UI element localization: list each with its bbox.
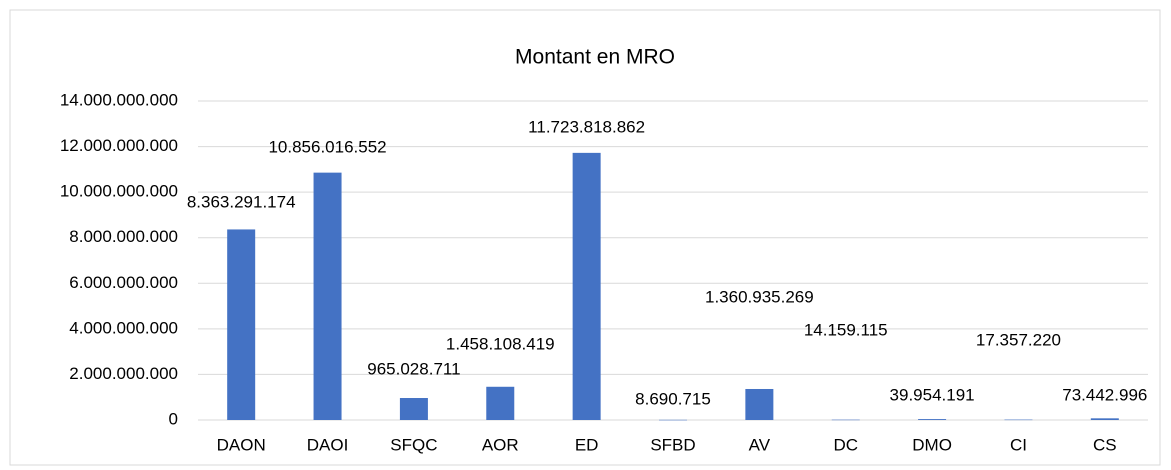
data-label: 8.690.715 bbox=[635, 389, 711, 408]
bar bbox=[745, 388, 774, 420]
y-tick-label: 10.000.000.000 bbox=[60, 182, 178, 201]
x-tick-label: ED bbox=[575, 435, 599, 454]
y-tick-label: 8.000.000.000 bbox=[69, 227, 178, 246]
bar bbox=[486, 386, 515, 420]
bar bbox=[1090, 418, 1119, 420]
bar bbox=[1004, 419, 1033, 421]
x-tick-label: DC bbox=[833, 435, 858, 454]
y-tick-label: 14.000.000.000 bbox=[60, 90, 178, 109]
bar bbox=[399, 398, 428, 420]
data-label: 10.856.016.552 bbox=[268, 137, 386, 156]
x-tick-label: AOR bbox=[482, 435, 519, 454]
data-label: 8.363.291.174 bbox=[187, 192, 296, 211]
chart-title: Montant en MRO bbox=[515, 46, 675, 69]
x-tick-label: DMO bbox=[912, 435, 952, 454]
data-label: 1.360.935.269 bbox=[705, 287, 814, 306]
x-tick-label: AV bbox=[749, 435, 771, 454]
data-label: 14.159.115 bbox=[804, 320, 888, 339]
data-label: 11.723.818.862 bbox=[528, 117, 645, 136]
bar bbox=[313, 172, 342, 420]
data-label: 39.954.191 bbox=[890, 385, 975, 404]
x-tick-label: SFQC bbox=[390, 435, 437, 454]
y-tick-label: 6.000.000.000 bbox=[69, 273, 178, 292]
x-tick-label: CS bbox=[1093, 435, 1117, 454]
x-tick-label: SFBD bbox=[650, 435, 695, 454]
bar bbox=[831, 419, 860, 421]
y-tick-label: 2.000.000.000 bbox=[69, 364, 178, 383]
data-label: 965.028.711 bbox=[367, 359, 460, 378]
y-tick-label: 4.000.000.000 bbox=[69, 318, 178, 337]
data-label: 17.357.220 bbox=[976, 330, 1061, 349]
y-tick-label: 0 bbox=[169, 409, 178, 428]
data-label: 1.458.108.419 bbox=[446, 334, 555, 353]
x-tick-label: DAOI bbox=[307, 435, 349, 454]
bar bbox=[918, 419, 947, 420]
bar bbox=[659, 419, 687, 421]
bar bbox=[572, 152, 601, 420]
bar bbox=[227, 229, 256, 420]
x-tick-label: DAON bbox=[217, 435, 266, 454]
data-label: 73.442.996 bbox=[1062, 385, 1147, 404]
y-tick-label: 12.000.000.000 bbox=[60, 136, 178, 155]
x-tick-label: CI bbox=[1010, 435, 1027, 454]
